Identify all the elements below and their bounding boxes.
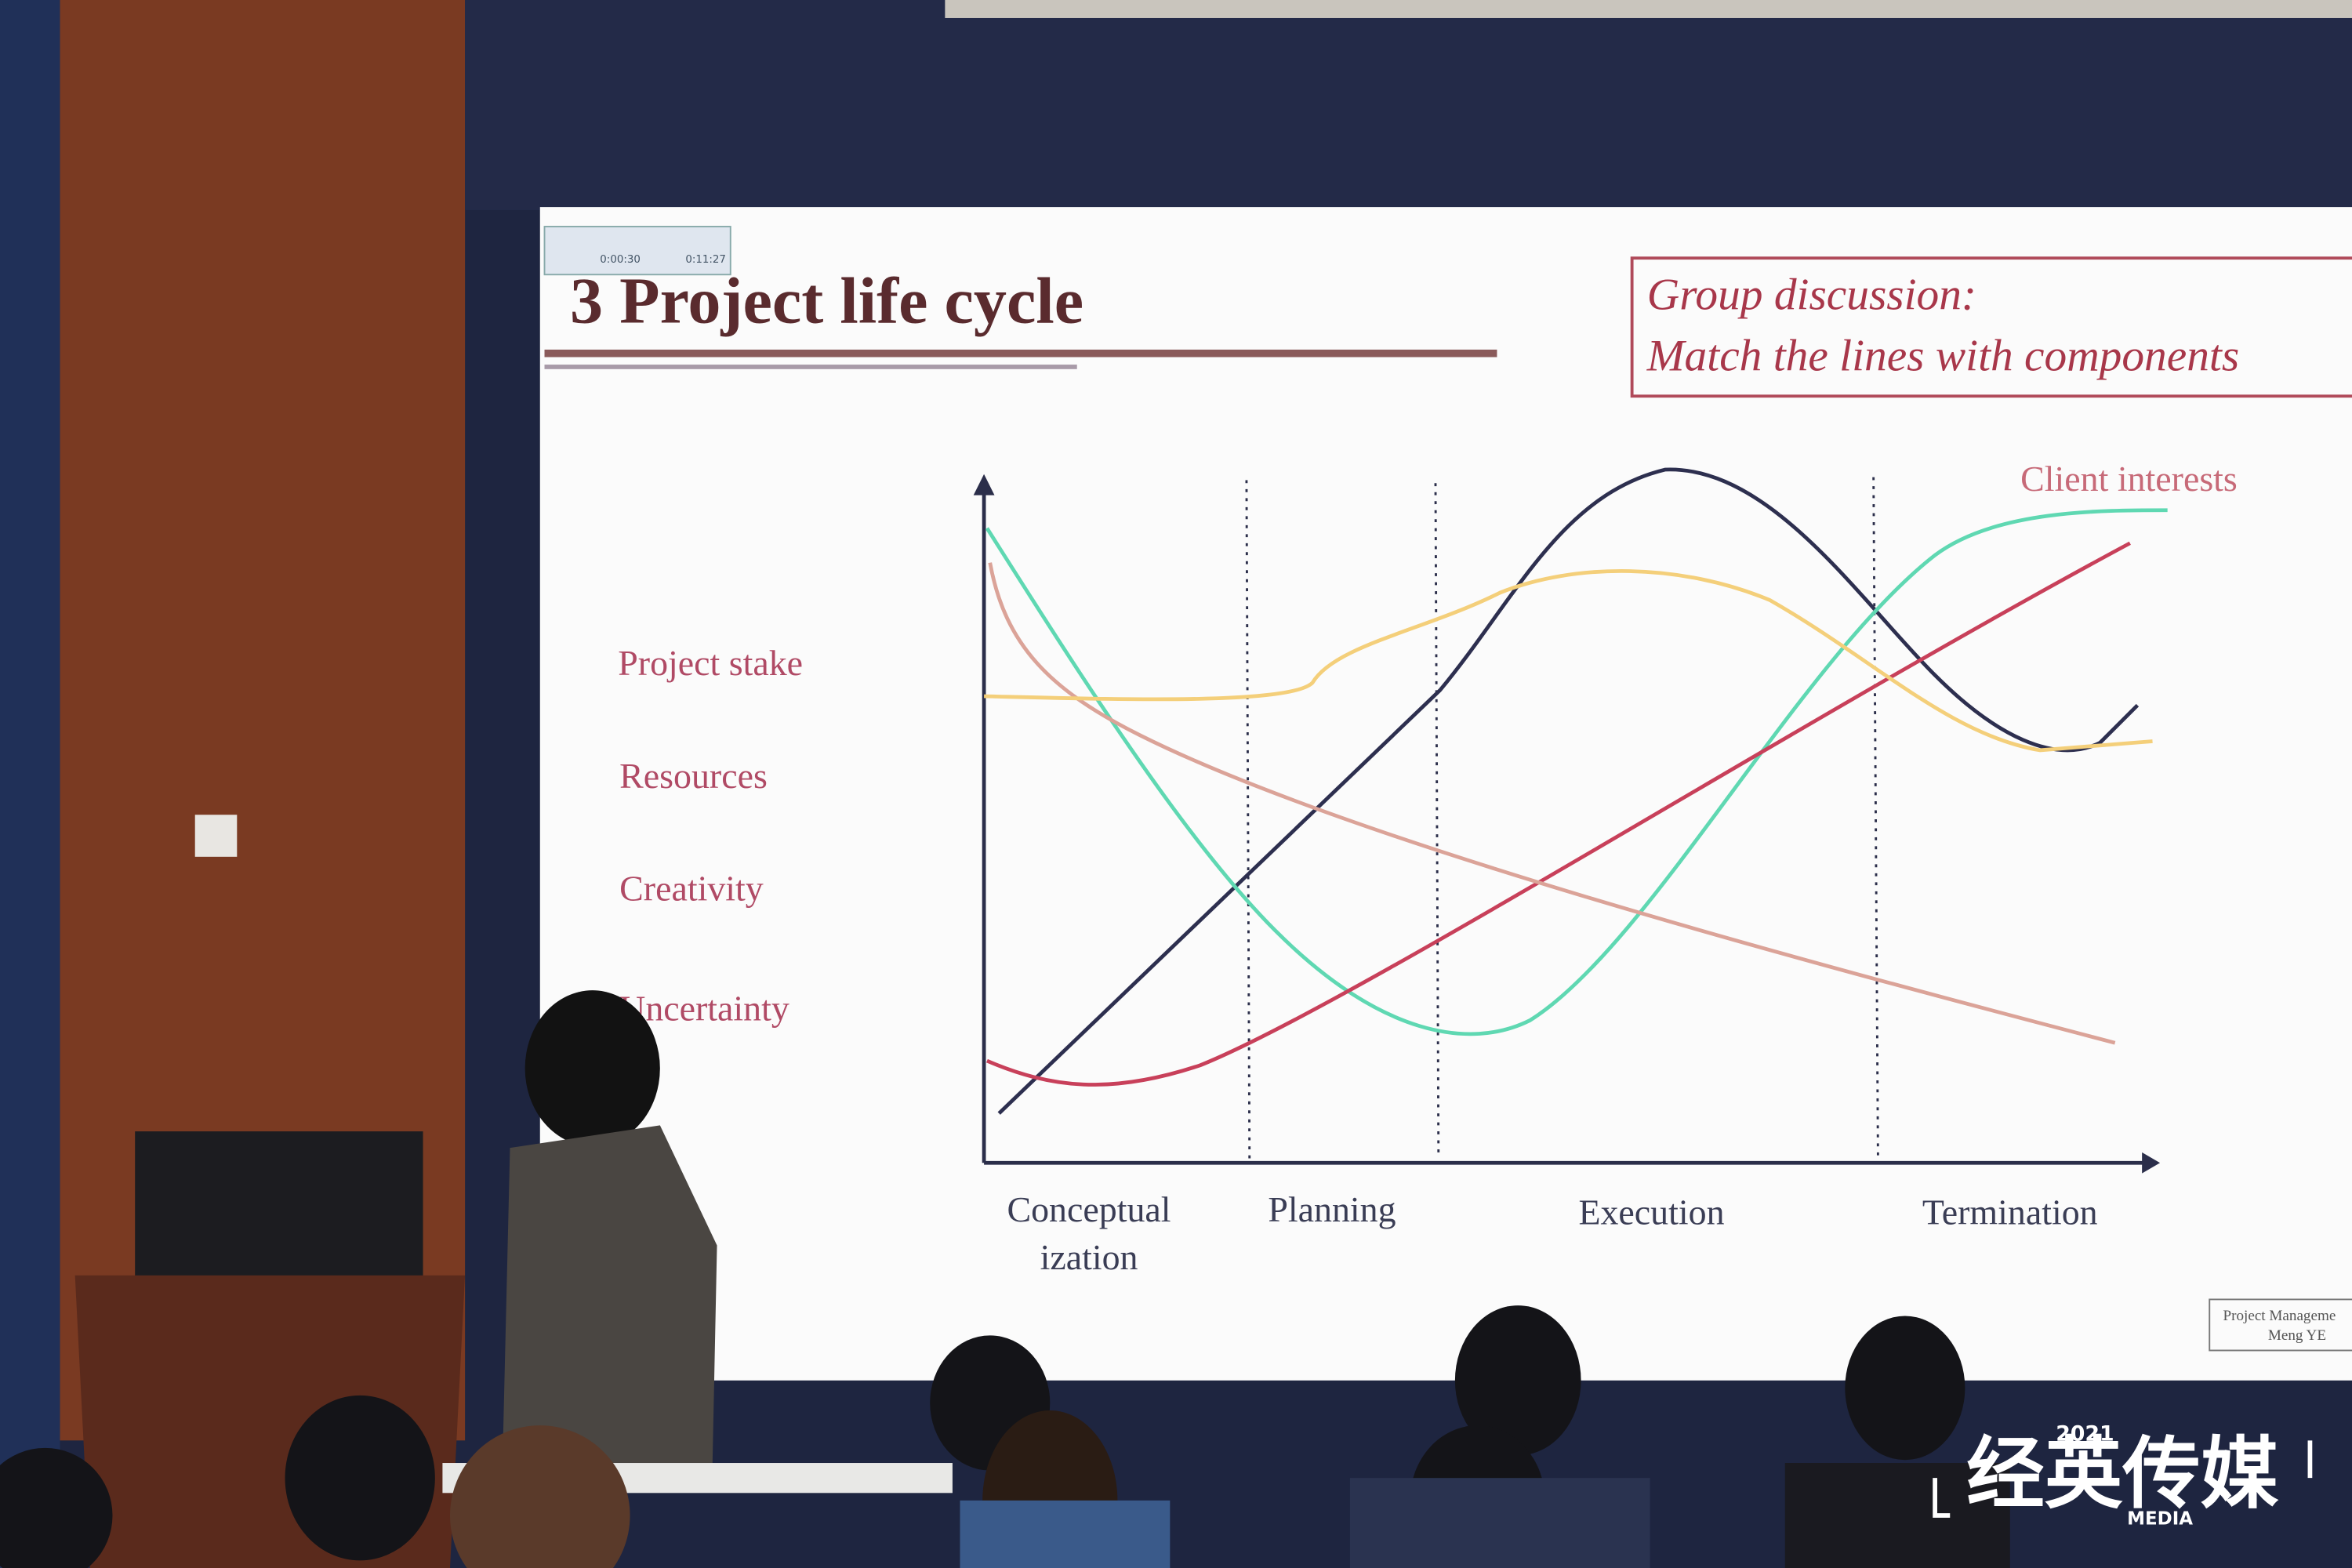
logo-sub: MEDIA [2127,1508,2193,1529]
head [450,1425,630,1568]
monitor [135,1131,423,1282]
curve-label: Client interests [2020,459,2238,499]
discussion-line: Match the lines with components [1646,332,2239,381]
slide [539,207,2352,1381]
component-label: Creativity [619,868,764,908]
head [285,1395,435,1561]
discussion-box [1630,256,2352,398]
phase-label: Conceptual [1007,1189,1171,1229]
logo-frame [1933,1440,2313,1518]
head [1845,1316,1965,1461]
wall-socket [194,815,238,857]
curve [997,467,2140,1115]
ceiling-panels [465,0,2352,210]
phase-label: Termination [1922,1192,2098,1232]
head [1454,1305,1581,1456]
slide-title: 3 Project life cycle [570,264,1083,337]
discussion-line: Group discussion: [1647,270,1976,319]
phase-label: Planning [1268,1189,1396,1229]
curve [985,541,2131,1087]
component-label: Project stake [618,643,803,683]
recorder-widget [543,226,731,276]
head [0,1447,113,1568]
footer-box [2209,1298,2352,1352]
recorder-total: 0:11:27 [685,254,726,266]
phase-label: Execution [1578,1192,1724,1232]
logo-name: 经英传媒 [1966,1429,2278,1519]
component-label: Resources [619,756,768,796]
phase-label: ization [1040,1237,1138,1277]
title-rule-2 [544,365,1077,369]
logo-year: 2021 [2056,1421,2114,1446]
arrow [973,474,995,495]
audience [0,1305,2010,1568]
ceiling-light [945,0,2352,18]
arrow [2142,1152,2161,1174]
curve [984,569,2153,753]
diagram [973,467,2168,1174]
shoulders [1784,1463,2010,1568]
recorder-time: 0:00:30 [600,254,641,266]
title-rule [544,349,1497,358]
speaker-head [524,990,660,1147]
speaker-body [502,1125,717,1464]
curve [985,508,2168,1036]
shoulders [960,1500,1171,1568]
footer-text: Meng YE [2268,1327,2326,1344]
curtain [0,0,60,1568]
phase-divider [1872,477,1879,1159]
shoulders [1349,1478,1650,1568]
curve [988,562,2116,1045]
component-label: Uncertainty [619,988,789,1028]
footer-text: Project Manageme [2223,1308,2336,1324]
